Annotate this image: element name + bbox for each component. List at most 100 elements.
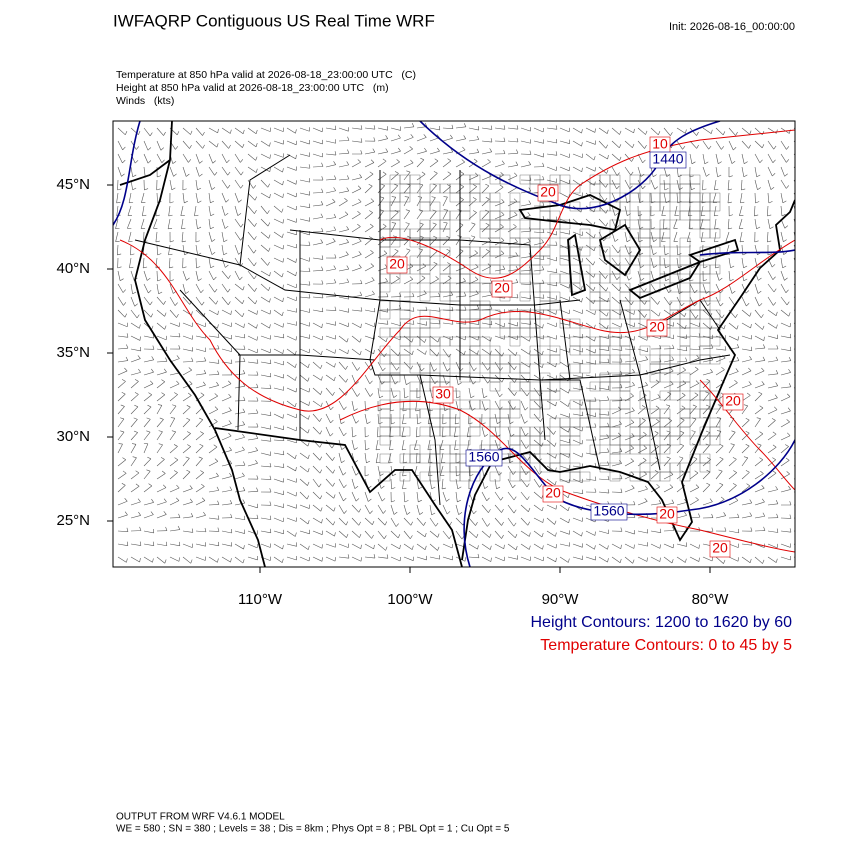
wind-barb xyxy=(338,400,345,410)
wind-barb xyxy=(364,162,375,168)
wind-barb xyxy=(182,153,189,163)
wind-barb xyxy=(407,235,411,238)
wind-barb xyxy=(216,143,219,148)
wind-barb xyxy=(325,413,331,424)
wind-barb xyxy=(663,309,673,317)
wind-barb xyxy=(208,127,218,134)
wind-barb xyxy=(221,257,226,268)
wind-barb xyxy=(131,443,137,445)
county xyxy=(629,255,641,266)
wind-barb xyxy=(702,372,713,376)
wind-barb xyxy=(390,504,395,515)
wind-barb xyxy=(320,402,323,407)
wind-barb xyxy=(455,504,459,515)
wind-barb xyxy=(559,153,570,158)
wind-barb xyxy=(741,309,750,317)
wind-barb xyxy=(418,486,423,490)
wind-barb xyxy=(227,288,231,293)
wind-barb xyxy=(325,374,335,382)
wind-barb xyxy=(286,231,297,236)
wind-barb xyxy=(428,409,433,412)
wind-barb xyxy=(717,174,722,178)
wind-barb xyxy=(156,140,162,151)
wind-barb xyxy=(210,265,215,269)
wind-barb xyxy=(416,237,424,246)
wind-barb xyxy=(442,160,452,168)
wind-barb xyxy=(715,166,718,177)
wind-barb xyxy=(723,325,726,330)
wind-barb xyxy=(762,559,765,564)
wind-barb xyxy=(286,530,296,537)
wind-barb xyxy=(403,171,411,181)
wind-barb xyxy=(624,487,635,493)
wind-barb xyxy=(666,456,671,459)
county xyxy=(519,471,531,482)
wind-barb xyxy=(653,252,657,255)
wind-barb xyxy=(533,335,544,340)
county xyxy=(679,237,691,248)
wind-barb xyxy=(429,517,436,527)
wind-barb xyxy=(533,387,541,397)
wind-barb xyxy=(169,405,177,415)
wind-barb xyxy=(416,309,427,311)
wind-barb xyxy=(338,322,349,327)
county xyxy=(419,291,431,302)
wind-barb xyxy=(403,348,413,355)
wind-barb xyxy=(692,404,697,407)
wind-barb xyxy=(624,166,632,176)
contour-label: 20 xyxy=(649,319,665,335)
wind-barb xyxy=(308,203,311,208)
wind-barb xyxy=(624,335,635,341)
wind-barb xyxy=(390,543,400,550)
wind-barb xyxy=(533,140,544,144)
wind-barb xyxy=(364,413,368,424)
wind-barb xyxy=(663,502,674,506)
wind-barb xyxy=(533,231,544,234)
county xyxy=(569,201,581,212)
county-lines xyxy=(379,174,721,482)
wind-barb xyxy=(624,474,635,480)
wind-barb xyxy=(520,413,525,424)
wind-barb xyxy=(334,306,337,311)
wind-barb xyxy=(346,226,349,230)
wind-barb xyxy=(369,380,373,384)
great-lakes xyxy=(518,194,740,300)
wind-barb xyxy=(733,470,737,473)
wind-barb xyxy=(490,125,493,130)
wind-barb xyxy=(539,471,543,475)
wind-barb xyxy=(273,387,284,391)
wind-barb xyxy=(260,426,271,430)
wind-barb xyxy=(330,406,334,411)
wind-barb xyxy=(402,465,405,476)
wind-barb xyxy=(468,175,479,181)
wind-barb xyxy=(325,335,336,340)
wind-barb xyxy=(793,218,795,224)
wind-barb xyxy=(572,543,583,548)
wind-barb xyxy=(424,122,428,127)
wind-barb xyxy=(273,530,284,535)
wind-barb xyxy=(527,521,530,526)
wind-barb xyxy=(124,498,128,502)
wind-barb xyxy=(260,530,271,534)
contour-label-box xyxy=(656,506,678,524)
wind-barb xyxy=(273,192,283,198)
wind-barb xyxy=(701,201,706,204)
wind-barb xyxy=(619,558,622,563)
county xyxy=(579,228,591,239)
wind-barb xyxy=(607,489,610,494)
wind-barb xyxy=(689,335,700,338)
wind-barb xyxy=(156,335,167,341)
wind-barb xyxy=(238,199,242,203)
wind-barb xyxy=(438,125,441,130)
wind-barb xyxy=(116,201,121,204)
wind-barb xyxy=(128,231,132,242)
wind-barb xyxy=(455,138,466,142)
wind-barb xyxy=(774,406,778,410)
wind-barb xyxy=(494,335,505,340)
wind-barb xyxy=(650,556,661,562)
wind-barb xyxy=(447,262,451,265)
wind-barb xyxy=(126,344,129,349)
wind-barb xyxy=(637,270,642,281)
wind-barb xyxy=(701,192,704,203)
wind-barb xyxy=(135,470,140,474)
